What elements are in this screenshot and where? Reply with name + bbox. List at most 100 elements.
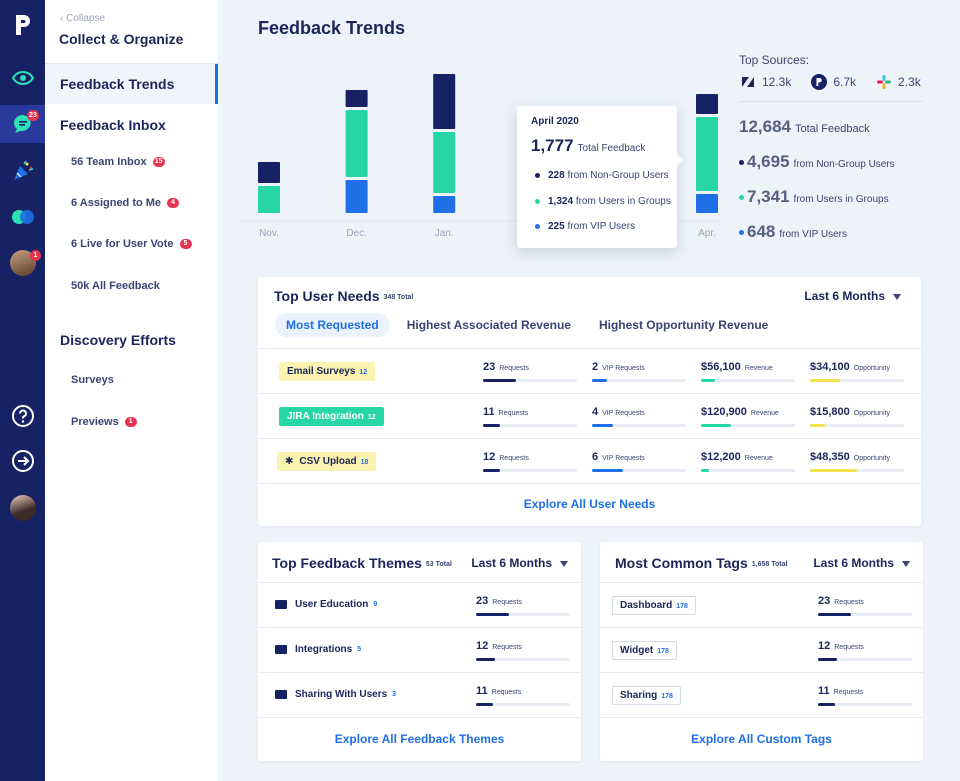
party-popper-icon[interactable] xyxy=(0,152,45,190)
tag-label[interactable]: Widget 178 xyxy=(612,641,677,660)
need-tag[interactable]: Email Surveys 12 xyxy=(279,362,376,381)
sidebar-title: Collect & Organize xyxy=(59,31,184,47)
folder-icon xyxy=(275,600,287,609)
user-need-row[interactable]: JIRA Integration 12 11 Requests 4 VIP Request… xyxy=(258,393,921,438)
theme-row[interactable]: User Education 9 23 Requests xyxy=(258,582,581,627)
requests-bar xyxy=(476,703,570,706)
need-tag[interactable]: ✱ CSV Upload 18 xyxy=(277,452,377,471)
chart-bar-segment[interactable] xyxy=(345,90,368,107)
metric-bar-fill xyxy=(483,469,500,472)
most-common-tags-card: Most Common Tags 1,658 Total Last 6 Month… xyxy=(600,542,923,761)
tag-requests: 11 Requests xyxy=(818,685,864,697)
need-metric: $56,100 Revenue xyxy=(701,361,773,373)
eye-icon[interactable] xyxy=(0,59,45,97)
tag-row[interactable]: Dashboard 178 23 Requests xyxy=(600,582,923,627)
requests-bar-fill xyxy=(476,658,495,661)
sidebar: ‹ Collapse Collect & Organize Feedback T… xyxy=(45,0,218,781)
series-dot xyxy=(535,223,540,229)
tab-highest-opportunity-revenue[interactable]: Highest Opportunity Revenue xyxy=(598,318,769,332)
sidebar-item-team-inbox[interactable]: 56 Team Inbox 15 xyxy=(45,150,218,174)
metric-bar-fill xyxy=(810,424,826,427)
sidebar-item-assigned-to-me[interactable]: 6 Assigned to Me 4 xyxy=(45,191,218,215)
metric-bar xyxy=(483,379,577,382)
period-dropdown[interactable]: Last 6 Months xyxy=(471,556,568,570)
need-metric: $34,100 Opportunity xyxy=(810,361,890,373)
theme-row[interactable]: Sharing With Users 3 11 Requests xyxy=(258,672,581,717)
theme-label[interactable]: Sharing With Users 3 xyxy=(275,689,396,700)
sidebar-item-all-feedback[interactable]: 50k All Feedback xyxy=(71,280,160,292)
period-dropdown[interactable]: Last 6 Months xyxy=(813,556,910,570)
user-need-row[interactable]: Email Surveys 12 23 Requests 2 VIP Requests $5… xyxy=(258,348,921,393)
source-breakdown-row: 7,341 from Users in Groups xyxy=(739,187,889,207)
explore-feedback-themes-link[interactable]: Explore All Feedback Themes xyxy=(334,732,505,746)
tooltip-month: April 2020 xyxy=(531,116,579,127)
theme-row[interactable]: Integrations 5 12 Requests xyxy=(258,627,581,672)
source-value: 12.3k xyxy=(762,75,792,89)
theme-label[interactable]: Integrations 5 xyxy=(275,644,361,655)
chart-bar-segment[interactable] xyxy=(433,74,456,129)
chart-bar-segment[interactable] xyxy=(696,117,718,191)
tag-label[interactable]: Dashboard 178 xyxy=(612,596,696,615)
user-avatar[interactable]: 1 xyxy=(0,244,45,282)
series-dot xyxy=(739,160,744,166)
period-dropdown[interactable]: Last 6 Months xyxy=(804,289,901,303)
metric-bar xyxy=(701,424,795,427)
collapse-link[interactable]: ‹ Collapse xyxy=(60,13,106,24)
tooltip-total: 1,777 Total Feedback xyxy=(531,136,646,155)
sidebar-item-feedback-trends[interactable]: Feedback Trends xyxy=(45,64,218,104)
chart-bar-segment[interactable] xyxy=(696,94,718,114)
discovery-icon[interactable] xyxy=(0,198,45,236)
need-metric: $15,800 Opportunity xyxy=(810,406,890,418)
sidebar-item-surveys[interactable]: Surveys xyxy=(71,374,114,386)
explore-user-needs-link[interactable]: Explore All User Needs xyxy=(523,497,656,511)
need-metric: $120,900 Revenue xyxy=(701,406,779,418)
chart-bar-segment[interactable] xyxy=(258,162,280,183)
help-icon[interactable] xyxy=(0,397,45,435)
top-user-needs-card: Top User Needs 348 Total Last 6 Months Mo… xyxy=(258,277,921,526)
metric-bar xyxy=(701,379,795,382)
metric-bar-fill xyxy=(701,469,709,472)
need-tag[interactable]: JIRA Integration 12 xyxy=(279,407,384,426)
metric-bar-fill xyxy=(592,424,613,427)
sidebar-item-discovery-efforts[interactable]: Discovery Efforts xyxy=(60,332,176,348)
chart-bar-segment[interactable] xyxy=(258,186,280,213)
chart-bar-segment[interactable] xyxy=(433,132,456,193)
chart-bar-segment[interactable] xyxy=(696,194,718,213)
explore-custom-tags-link[interactable]: Explore All Custom Tags xyxy=(691,732,832,746)
card-title: Top User Needs 348 Total xyxy=(274,288,414,304)
tab-highest-associated-revenue[interactable]: Highest Associated Revenue xyxy=(406,318,571,332)
requests-bar xyxy=(818,658,912,661)
sidebar-item-live-for-vote[interactable]: 6 Live for User Vote 5 xyxy=(45,232,218,256)
metric-bar-fill xyxy=(592,469,624,472)
feedback-inbox-icon[interactable]: 23 xyxy=(0,105,45,143)
logout-icon[interactable] xyxy=(0,442,45,480)
sidebar-item-feedback-inbox[interactable]: Feedback Inbox xyxy=(60,117,166,133)
requests-bar xyxy=(818,703,912,706)
count-badge: 15 xyxy=(152,157,165,167)
top-sources-title: Top Sources: xyxy=(739,53,810,67)
profile-avatar[interactable] xyxy=(0,489,45,527)
inbox-badge: 23 xyxy=(27,110,39,121)
chart-bar-segment[interactable] xyxy=(433,196,456,213)
tag-requests: 12 Requests xyxy=(818,640,864,652)
productboard-logo[interactable] xyxy=(0,6,45,44)
theme-label[interactable]: User Education 9 xyxy=(275,599,377,610)
chart-bar-segment[interactable] xyxy=(345,110,368,177)
tab-most-requested[interactable]: Most Requested xyxy=(275,313,390,337)
requests-bar-fill xyxy=(818,658,837,661)
tag-row[interactable]: Widget 178 12 Requests xyxy=(600,627,923,672)
tag-row[interactable]: Sharing 178 11 Requests xyxy=(600,672,923,717)
explore-row: Explore All Feedback Themes xyxy=(258,717,581,761)
tag-label[interactable]: Sharing 178 xyxy=(612,686,681,705)
folder-icon xyxy=(275,645,287,654)
avatar-badge: 1 xyxy=(30,250,41,261)
chart-bar-segment[interactable] xyxy=(345,180,368,213)
user-need-row[interactable]: ✱ CSV Upload 18 12 Requests 6 VIP Requests $12,… xyxy=(258,438,921,483)
sidebar-item-previews[interactable]: Previews 1 xyxy=(45,410,218,434)
bug-icon: ✱ xyxy=(285,456,294,467)
need-metric: $12,200 Revenue xyxy=(701,451,773,463)
metric-bar xyxy=(483,469,577,472)
card-title: Top Feedback Themes 53 Total xyxy=(272,555,452,571)
card-title: Most Common Tags 1,658 Total xyxy=(615,555,788,571)
top-feedback-themes-card: Top Feedback Themes 53 Total Last 6 Month… xyxy=(258,542,581,761)
